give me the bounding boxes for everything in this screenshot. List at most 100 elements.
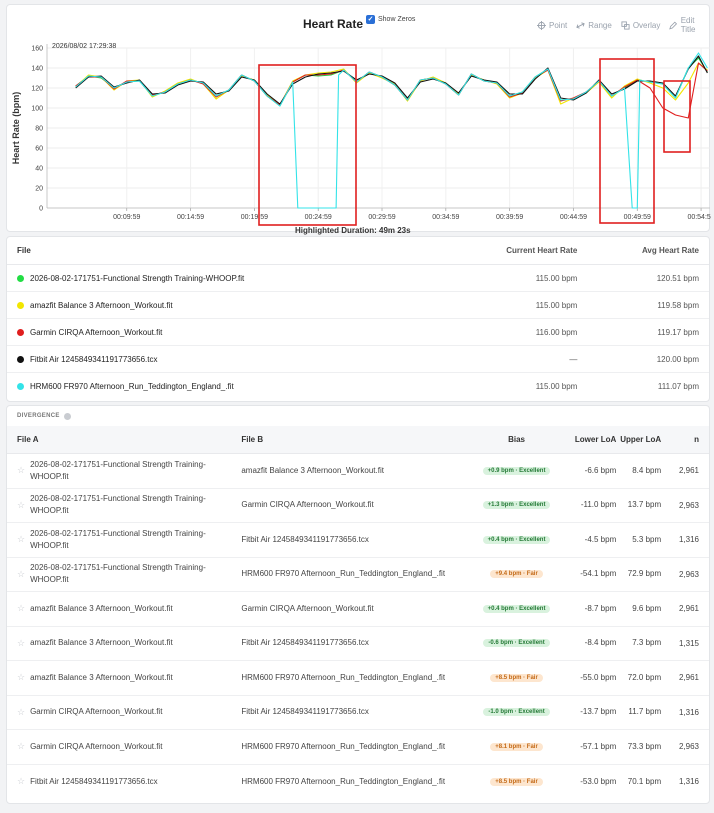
n-value: 2,963 xyxy=(678,500,700,510)
star-icon[interactable]: ☆ xyxy=(17,534,26,545)
file-cell: 2026-08-02-171751-Functional Strength Tr… xyxy=(17,274,416,283)
file-row[interactable]: Garmin CIRQA Afternoon_Workout.fit 116.00… xyxy=(7,319,709,346)
file-row[interactable]: 2026-08-02-171751-Functional Strength Tr… xyxy=(7,265,709,292)
upper-loa-value: 73.3 bpm xyxy=(627,741,662,751)
file-a-cell: ☆ 2026-08-02-171751-Functional Strength T… xyxy=(17,528,241,552)
current-hr-value: 115.00 bpm xyxy=(535,300,578,310)
series-color-dot xyxy=(17,355,24,363)
divergence-row[interactable]: ☆ 2026-08-02-171751-Functional Strength T… xyxy=(7,489,709,523)
series-color-dot xyxy=(17,383,24,390)
edit-title-button[interactable]: Edit Title xyxy=(669,16,709,34)
star-icon[interactable]: ☆ xyxy=(17,465,26,476)
show-zeros-checkbox[interactable]: ✓ xyxy=(366,15,375,24)
upper-loa-value: 8.4 bpm xyxy=(632,465,662,475)
y-tick-label: 140 xyxy=(31,66,43,73)
lower-loa-value: -57.1 bpm xyxy=(580,741,617,751)
file-row[interactable]: HRM600 FR970 Afternoon_Run_Teddington_En… xyxy=(7,373,709,400)
divergence-row[interactable]: ☆ amazfit Balance 3 Afternoon_Workout.fit… xyxy=(7,627,709,661)
lower-loa-value: -11.0 bpm xyxy=(580,500,617,510)
star-icon[interactable]: ☆ xyxy=(17,603,26,614)
bias-cell: +1.3 bpm · Excellent xyxy=(461,501,573,510)
file-b-name: Garmin CIRQA Afternoon_Workout.fit xyxy=(241,500,374,510)
x-tick-label: 00:24:59 xyxy=(305,214,332,221)
star-icon[interactable]: ☆ xyxy=(17,637,26,648)
bias-cell: +0.9 bpm · Excellent xyxy=(461,466,573,475)
divergence-row[interactable]: ☆ amazfit Balance 3 Afternoon_Workout.fit… xyxy=(7,661,709,696)
file-b-name: HRM600 FR970 Afternoon_Run_Teddington_En… xyxy=(241,776,446,786)
file-a-name: 2026-08-02-171751-Functional Strength Tr… xyxy=(30,563,206,585)
file-name: Fitbit Air 1245849341191773656.tcx xyxy=(30,354,158,364)
lower-loa-value: -6.6 bpm xyxy=(584,465,617,475)
current-hr-value: — xyxy=(569,354,578,364)
file-a-cell: ☆ amazfit Balance 3 Afternoon_Workout.fit xyxy=(17,672,241,684)
divergence-row[interactable]: ☆ Fitbit Air 1245849341191773656.tcx HRM60… xyxy=(7,765,709,800)
x-tick-label: 00:54:59 xyxy=(687,214,711,221)
divergence-table-header: File A File B Bias Lower LoA Upper LoA n xyxy=(7,426,709,454)
star-icon[interactable]: ☆ xyxy=(17,776,26,787)
star-icon[interactable]: ☆ xyxy=(17,499,26,510)
star-icon[interactable]: ☆ xyxy=(17,568,26,579)
y-tick-label: 160 xyxy=(31,46,43,53)
overlay-squares-icon xyxy=(621,20,630,30)
overlay-tool-button[interactable]: Overlay xyxy=(621,16,660,34)
bias-cell: -0.6 bpm · Excellent xyxy=(461,639,573,648)
range-arrows-icon xyxy=(576,21,585,29)
file-name: HRM600 FR970 Afternoon_Run_Teddington_En… xyxy=(30,382,234,391)
series-color-dot xyxy=(17,274,24,282)
n-value: 1,316 xyxy=(678,535,700,545)
heart-rate-chart-card: 0 20 40 60 80 100 120 140 160 00:09:59 00:14:59 00:… xyxy=(6,4,711,235)
star-icon[interactable]: ☆ xyxy=(17,706,26,717)
star-icon[interactable]: ☆ xyxy=(17,672,26,683)
file-name: amazfit Balance 3 Afternoon_Workout.fit xyxy=(30,300,173,310)
bias-cell: +8.5 bpm · Fair xyxy=(461,673,573,682)
bias-badge: -0.6 bpm · Excellent xyxy=(483,639,550,648)
file-b-name: Garmin CIRQA Afternoon_Workout.fit xyxy=(241,603,374,613)
divergence-row[interactable]: ☆ Garmin CIRQA Afternoon_Workout.fit Fitbi… xyxy=(7,696,709,730)
upper-loa-value: 13.7 bpm xyxy=(627,500,662,510)
avg-hr-value: 120.51 bpm xyxy=(656,273,699,283)
upper-loa-value: 9.6 bpm xyxy=(632,603,662,613)
file-b-name: amazfit Balance 3 Afternoon_Workout.fit xyxy=(241,465,384,475)
series-line xyxy=(75,55,708,105)
header-file-a: File A xyxy=(17,435,39,444)
file-cell: HRM600 FR970 Afternoon_Run_Teddington_En… xyxy=(17,382,416,391)
heart-rate-chart[interactable]: 0 20 40 60 80 100 120 140 160 00:09:59 00:14:59 00:… xyxy=(7,5,711,233)
upper-loa-value: 70.1 bpm xyxy=(627,776,662,786)
divergence-row[interactable]: ☆ Garmin CIRQA Afternoon_Workout.fit HRM60… xyxy=(7,730,709,765)
show-zeros-toggle[interactable]: ✓ Show Zeros xyxy=(366,15,415,24)
chart-timestamp: 2026/08/02 17:29:38 xyxy=(52,43,116,50)
lower-loa-value: -13.7 bpm xyxy=(580,707,617,717)
divergence-row[interactable]: ☆ 2026-08-02-171751-Functional Strength T… xyxy=(7,558,709,592)
lower-loa-value: -53.0 bpm xyxy=(580,776,617,786)
current-hr-value: 116.00 bpm xyxy=(535,327,578,337)
upper-loa-value: 7.3 bpm xyxy=(632,638,662,648)
info-icon[interactable] xyxy=(63,412,71,420)
point-tool-button[interactable]: Point xyxy=(537,16,567,34)
bias-cell: +0.4 bpm · Excellent xyxy=(461,604,573,613)
range-tool-button[interactable]: Range xyxy=(576,16,612,34)
y-axis-label: Heart Rate (bpm) xyxy=(11,92,21,165)
file-row[interactable]: Fitbit Air 1245849341191773656.tcx — 120.0… xyxy=(7,346,709,373)
divergence-row[interactable]: ☆ 2026-08-02-171751-Functional Strength T… xyxy=(7,523,709,558)
n-value: 1,315 xyxy=(678,638,700,648)
file-b-name: HRM600 FR970 Afternoon_Run_Teddington_En… xyxy=(241,569,446,579)
avg-hr-value: 120.00 bpm xyxy=(656,354,699,364)
n-value: 2,963 xyxy=(678,569,700,579)
divergence-row[interactable]: ☆ amazfit Balance 3 Afternoon_Workout.fit… xyxy=(7,592,709,627)
bias-badge: +1.3 bpm · Excellent xyxy=(482,501,551,510)
header-upper-loa: Upper LoA xyxy=(620,435,662,444)
file-row[interactable]: amazfit Balance 3 Afternoon_Workout.fit 1… xyxy=(7,292,709,319)
x-tick-label: 00:14:59 xyxy=(177,214,204,221)
star-icon[interactable]: ☆ xyxy=(17,741,26,752)
divergence-row[interactable]: ☆ 2026-08-02-171751-Functional Strength T… xyxy=(7,454,709,489)
lower-loa-value: -8.4 bpm xyxy=(584,638,617,648)
file-a-cell: ☆ amazfit Balance 3 Afternoon_Workout.fit xyxy=(17,603,241,615)
divergence-table-body: ☆ 2026-08-02-171751-Functional Strength T… xyxy=(7,454,709,799)
x-tick-label: 00:09:59 xyxy=(113,214,140,221)
file-b-name: HRM600 FR970 Afternoon_Run_Teddington_En… xyxy=(241,741,446,751)
files-table-header: File Current Heart Rate Avg Heart Rate xyxy=(7,237,709,265)
file-a-cell: ☆ 2026-08-02-171751-Functional Strength T… xyxy=(17,562,241,586)
divergence-title: DIVERGENCE xyxy=(17,413,60,419)
file-a-cell: ☆ 2026-08-02-171751-Functional Strength T… xyxy=(17,493,241,517)
upper-loa-value: 5.3 bpm xyxy=(632,534,662,544)
